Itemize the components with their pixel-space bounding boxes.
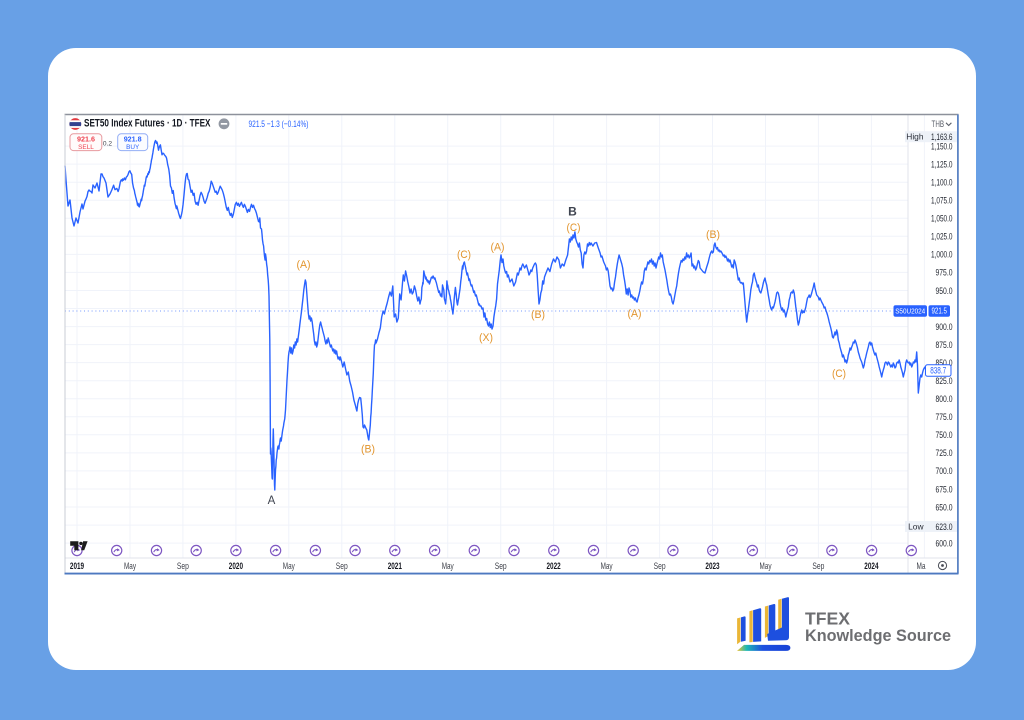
- svg-text:Sep: Sep: [654, 560, 666, 571]
- svg-text:1,125.0: 1,125.0: [931, 159, 953, 169]
- svg-text:838.7: 838.7: [930, 365, 946, 375]
- svg-text:Low: Low: [908, 522, 924, 532]
- svg-text:SELL: SELL: [78, 144, 94, 151]
- svg-text:850.0: 850.0: [936, 358, 953, 368]
- svg-text:1,050.0: 1,050.0: [931, 214, 953, 224]
- svg-text:1,025.0: 1,025.0: [931, 232, 953, 242]
- svg-text:(B): (B): [706, 229, 720, 241]
- svg-text:Sep: Sep: [336, 560, 348, 571]
- svg-text:975.0: 975.0: [936, 268, 953, 278]
- svg-text:2020: 2020: [229, 560, 243, 571]
- svg-text:725.0: 725.0: [936, 448, 953, 458]
- svg-text:1,000.0: 1,000.0: [931, 250, 953, 260]
- svg-text:775.0: 775.0: [936, 412, 953, 422]
- svg-text:2022: 2022: [547, 560, 561, 571]
- svg-text:700.0: 700.0: [936, 466, 953, 476]
- svg-text:900.0: 900.0: [936, 322, 953, 332]
- svg-text:650.0: 650.0: [936, 502, 953, 512]
- svg-text:675.0: 675.0: [936, 484, 953, 494]
- svg-text:800.0: 800.0: [936, 394, 953, 404]
- svg-text:(X): (X): [479, 332, 493, 344]
- svg-text:Ma: Ma: [917, 560, 927, 571]
- svg-text:2021: 2021: [388, 560, 402, 571]
- svg-text:(C): (C): [832, 368, 846, 380]
- svg-text:(A): (A): [297, 259, 311, 271]
- svg-text:SET50 Index Futures · 1D · TFE: SET50 Index Futures · 1D · TFEX: [84, 118, 211, 130]
- svg-text:S50U2024: S50U2024: [895, 307, 925, 316]
- svg-text:623.0: 623.0: [936, 522, 953, 532]
- svg-text:1,100.0: 1,100.0: [931, 178, 953, 188]
- svg-text:(A): (A): [491, 242, 505, 254]
- svg-text:921.5 −1.3 (−0.14%): 921.5 −1.3 (−0.14%): [249, 119, 309, 130]
- svg-text:May: May: [124, 560, 136, 571]
- svg-text:A: A: [268, 495, 276, 507]
- svg-text:2023: 2023: [705, 560, 719, 571]
- svg-text:(B): (B): [531, 309, 545, 321]
- svg-text:875.0: 875.0: [936, 340, 953, 350]
- svg-text:BUY: BUY: [126, 144, 140, 151]
- svg-text:Sep: Sep: [495, 560, 507, 571]
- svg-text:921.5: 921.5: [931, 306, 947, 316]
- svg-text:High: High: [906, 132, 924, 142]
- svg-text:B: B: [568, 205, 577, 219]
- svg-text:Sep: Sep: [177, 560, 189, 571]
- svg-text:921.6: 921.6: [77, 135, 95, 144]
- svg-text:1,075.0: 1,075.0: [931, 196, 953, 206]
- svg-text:Knowledge Source: Knowledge Source: [805, 627, 951, 645]
- svg-text:Sep: Sep: [812, 560, 824, 571]
- svg-text:950.0: 950.0: [936, 286, 953, 296]
- svg-text:(C): (C): [567, 222, 581, 234]
- svg-text:750.0: 750.0: [936, 430, 953, 440]
- svg-text:1,150.0: 1,150.0: [931, 141, 953, 151]
- svg-text:1,163.6: 1,163.6: [931, 132, 953, 142]
- svg-text:May: May: [283, 560, 295, 571]
- svg-text:(B): (B): [361, 444, 375, 456]
- svg-text:THB: THB: [932, 119, 945, 129]
- svg-text:May: May: [601, 560, 613, 571]
- svg-text:2024: 2024: [864, 560, 879, 571]
- svg-text:May: May: [760, 560, 772, 571]
- svg-text:2019: 2019: [70, 560, 84, 571]
- svg-text:TFEX: TFEX: [805, 609, 850, 629]
- svg-text:921.8: 921.8: [124, 135, 142, 144]
- svg-text:(C): (C): [457, 249, 471, 261]
- svg-text:825.0: 825.0: [936, 376, 953, 386]
- svg-text:May: May: [442, 560, 454, 571]
- svg-text:0.2: 0.2: [103, 141, 112, 148]
- svg-text:600.0: 600.0: [936, 538, 953, 548]
- svg-text:(A): (A): [628, 308, 642, 320]
